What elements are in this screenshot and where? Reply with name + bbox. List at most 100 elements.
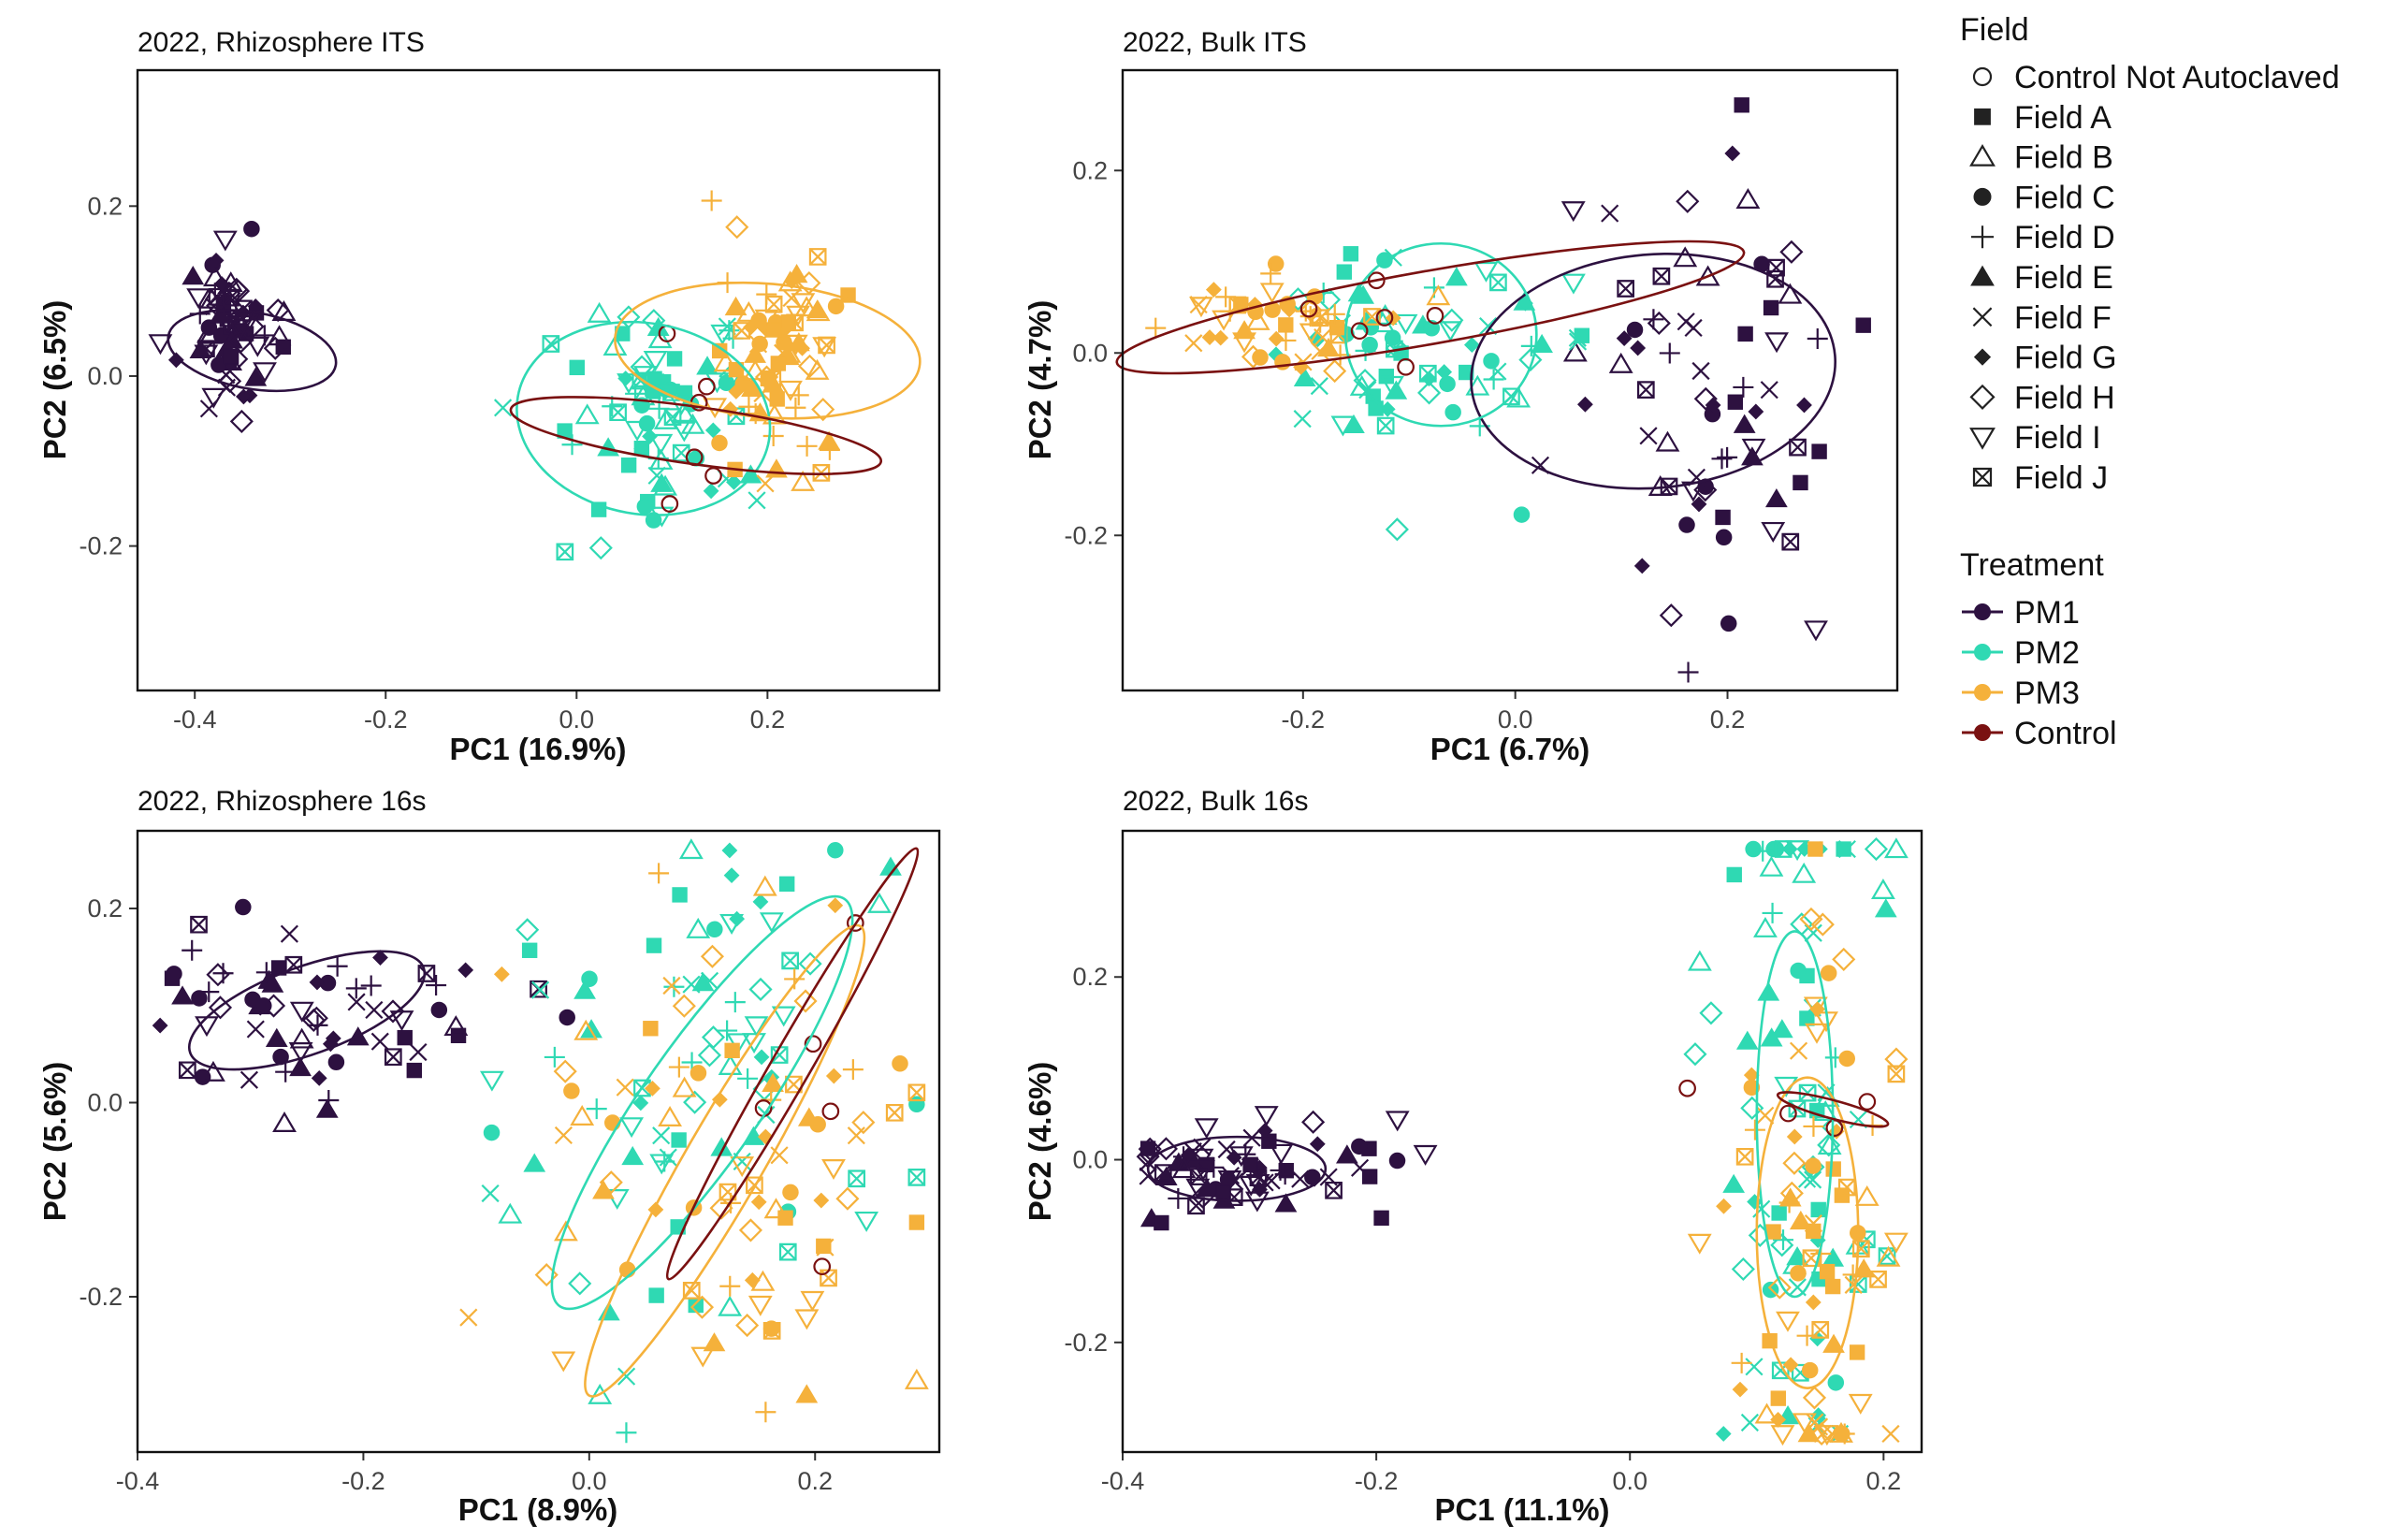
point-pm2 bbox=[515, 918, 540, 942]
x-tick-label: 0.2 bbox=[1710, 705, 1746, 734]
point-pm3 bbox=[1805, 1294, 1822, 1311]
point-pm1 bbox=[1684, 318, 1703, 338]
point-pm3 bbox=[1837, 1178, 1856, 1197]
point-pm1 bbox=[1741, 446, 1764, 466]
point-control bbox=[1858, 1093, 1877, 1111]
point-pm2 bbox=[620, 458, 637, 473]
point-pm3 bbox=[1802, 1386, 1827, 1410]
legend-field-item: Field H bbox=[1969, 380, 2115, 415]
point-pm3 bbox=[1754, 1402, 1779, 1424]
point-pm3 bbox=[553, 1220, 578, 1242]
point-pm1 bbox=[1711, 448, 1733, 470]
point-pm2 bbox=[1488, 362, 1507, 381]
point-pm2 bbox=[907, 1169, 926, 1186]
point-pm3 bbox=[1716, 1198, 1732, 1214]
legend-field-item: Field F bbox=[1972, 300, 2112, 336]
x-tick-label: -0.4 bbox=[116, 1467, 160, 1495]
point-pm1 bbox=[1226, 1149, 1242, 1166]
point-pm2 bbox=[778, 876, 795, 892]
point-pm2 bbox=[1817, 1133, 1841, 1157]
legend-field-label: Field F bbox=[2014, 300, 2112, 336]
point-pm3 bbox=[1233, 320, 1256, 340]
ellipse-pm1 bbox=[187, 950, 427, 1071]
point-pm3 bbox=[1807, 841, 1823, 857]
point-pm2 bbox=[1293, 410, 1312, 429]
point-pm3 bbox=[1804, 1214, 1822, 1233]
point-pm3 bbox=[762, 1072, 784, 1093]
legend-field-item: Field J bbox=[1972, 460, 2108, 496]
point-control bbox=[1678, 1079, 1696, 1097]
point-pm3 bbox=[770, 356, 787, 371]
point-pm1 bbox=[1325, 1181, 1343, 1199]
point-pm3 bbox=[797, 354, 822, 378]
legend-field-label: Field H bbox=[2014, 380, 2115, 415]
point-pm2 bbox=[652, 1126, 671, 1145]
point-pm1 bbox=[181, 939, 203, 961]
point-pm3 bbox=[1268, 330, 1285, 347]
point-pm2 bbox=[739, 464, 762, 484]
point-pm2 bbox=[718, 374, 735, 392]
point-pm3 bbox=[812, 463, 831, 482]
point-pm3 bbox=[1789, 1041, 1808, 1060]
point-pm2 bbox=[726, 473, 742, 490]
y-axis-label: PC2 (4.6%) bbox=[1023, 1062, 1057, 1222]
point-pm1 bbox=[1659, 342, 1680, 364]
point-pm3 bbox=[1735, 1147, 1754, 1166]
point-pm2 bbox=[683, 1090, 707, 1114]
legend-treatment-item: PM3 bbox=[1962, 676, 2080, 711]
point-pm1 bbox=[209, 304, 232, 324]
point-pm1 bbox=[315, 1098, 339, 1118]
point-pm2 bbox=[1393, 313, 1418, 335]
point-pm3 bbox=[662, 976, 681, 995]
point-pm3 bbox=[730, 1156, 755, 1178]
point-pm3 bbox=[700, 944, 724, 968]
point-pm1 bbox=[148, 334, 173, 356]
point-pm1 bbox=[426, 975, 447, 996]
point-pm2 bbox=[723, 867, 740, 884]
point-pm2 bbox=[638, 414, 656, 432]
data-points bbox=[1136, 836, 1909, 1446]
confidence-ellipses bbox=[1115, 240, 1836, 490]
point-pm3 bbox=[711, 342, 728, 359]
point-pm2 bbox=[827, 842, 844, 859]
point-pm2 bbox=[1376, 416, 1395, 435]
point-pm1 bbox=[1779, 240, 1804, 264]
point-pm3 bbox=[797, 1107, 820, 1126]
axis-ticks: -0.4 -0.2 0.0 0.2 -0.2 0.0 0.2 bbox=[79, 894, 833, 1495]
point-pm1 bbox=[1678, 516, 1695, 533]
point-pm3 bbox=[1756, 1106, 1775, 1125]
point-pm2 bbox=[737, 1068, 759, 1089]
point-control bbox=[697, 377, 716, 396]
legend-marker-icon bbox=[1973, 187, 1992, 206]
legend-field-label: Field E bbox=[2014, 260, 2113, 296]
point-pm1 bbox=[1705, 397, 1721, 414]
point-pm3 bbox=[812, 337, 837, 358]
point-pm2 bbox=[1790, 962, 1807, 980]
point-pm2 bbox=[1380, 375, 1404, 397]
point-pm1 bbox=[1715, 529, 1733, 546]
point-pm2 bbox=[574, 403, 600, 425]
point-pm2 bbox=[643, 351, 668, 371]
point-pm1 bbox=[208, 995, 233, 1020]
point-pm2 bbox=[1293, 367, 1316, 387]
point-pm3 bbox=[554, 1126, 573, 1145]
point-pm3 bbox=[1813, 1424, 1832, 1444]
point-pm1 bbox=[409, 1042, 428, 1062]
point-pm3 bbox=[728, 361, 745, 378]
legend-treatment-label: PM3 bbox=[2014, 676, 2080, 711]
point-pm3 bbox=[1824, 1278, 1841, 1295]
point-pm1 bbox=[245, 336, 270, 357]
point-pm3 bbox=[778, 380, 803, 401]
point-pm3 bbox=[1732, 1381, 1749, 1398]
panel-bulk-16s: 2022, Bulk 16s PC1 (11.1%) PC2 (4.6%) -0… bbox=[1023, 786, 1923, 1527]
point-pm3 bbox=[689, 1295, 715, 1319]
point-pm1 bbox=[1215, 1184, 1231, 1200]
point-pm3 bbox=[811, 398, 835, 422]
point-pm1 bbox=[1270, 1159, 1291, 1181]
x-tick-label: -0.4 bbox=[1101, 1467, 1145, 1495]
point-pm2 bbox=[568, 1271, 592, 1296]
point-pm1 bbox=[1608, 352, 1633, 373]
ellipse-pm2 bbox=[1343, 241, 1538, 428]
point-pm2 bbox=[666, 351, 683, 367]
point-pm1 bbox=[1764, 487, 1788, 508]
